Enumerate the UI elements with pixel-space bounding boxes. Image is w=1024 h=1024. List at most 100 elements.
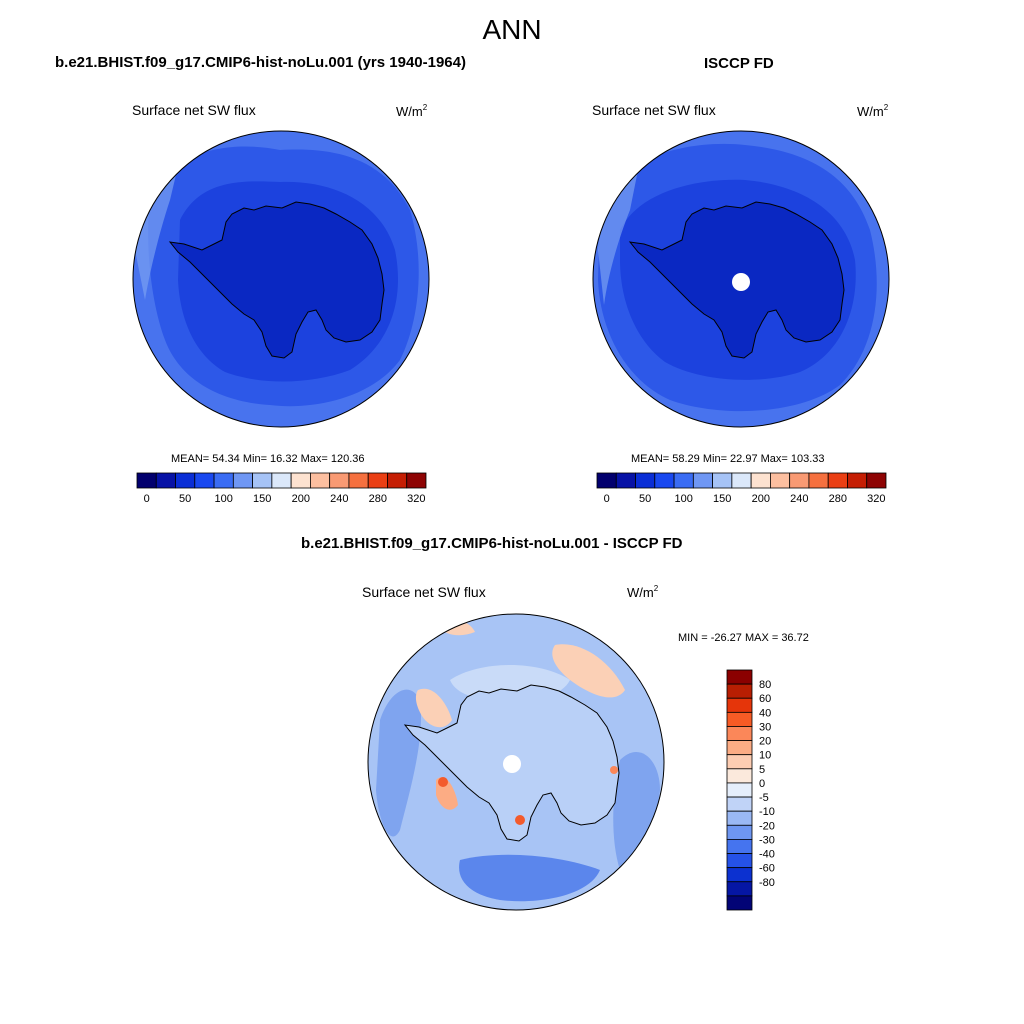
diff-colorbar-tick-label: -5 (759, 792, 769, 804)
obs-colorbar-box (770, 472, 791, 489)
diff-colorbar-box (726, 711, 753, 727)
diff-colorbar-tick-label: 0 (759, 778, 765, 790)
diff-colorbar-box (726, 697, 753, 713)
obs-unit-label: W/m2 (857, 103, 889, 119)
obs-map-border (592, 130, 890, 428)
model-colorbar-box (155, 472, 176, 489)
diff-colorbar-box (726, 810, 753, 826)
diff-colorbar-tick-label: 30 (759, 721, 771, 733)
obs-colorbar-box (847, 472, 868, 489)
obs-colorbar-box (827, 472, 848, 489)
obs-stats: MEAN= 58.29 Min= 22.97 Max= 103.33 (631, 453, 825, 465)
diff-map-hotspot-ross (515, 815, 525, 825)
model-unit-label: W/m2 (396, 103, 428, 119)
model-colorbar-box (367, 472, 388, 489)
diff-colorbar-box (726, 754, 753, 770)
model-colorbar-tick-label: 320 (407, 493, 425, 505)
model-colorbar-box (232, 472, 253, 489)
model-colorbar-box (348, 472, 369, 489)
model-colorbar-box (136, 472, 157, 489)
obs-panel-title: ISCCP FD (704, 55, 774, 72)
diff-colorbar: 80 60 40 30 20 10 5 0 -5 -10 -20 -30 -40 -60 -80 (726, 669, 775, 911)
obs-colorbar-box (635, 472, 656, 489)
obs-colorbar-box (866, 472, 887, 489)
diff-colorbar-box (726, 768, 753, 784)
model-map-light-edge (135, 158, 180, 300)
diff-colorbar-box (726, 881, 753, 897)
diff-colorbar-box (726, 824, 753, 840)
model-colorbar-box (175, 472, 196, 489)
obs-map (593, 131, 889, 427)
model-colorbar-tick-label: 240 (330, 493, 348, 505)
obs-colorbar-tick-label: 0 (604, 493, 610, 505)
model-colorbar-box (290, 472, 311, 489)
diff-variable-label: Surface net SW flux (362, 584, 486, 600)
obs-variable-label: Surface net SW flux (592, 102, 716, 118)
diff-map-negative-east (613, 751, 660, 870)
diff-colorbar-box (726, 839, 753, 854)
diff-colorbar-box (726, 726, 753, 741)
diff-colorbar-tick-label: -60 (759, 863, 775, 875)
diff-colorbar-tick-label: -30 (759, 834, 775, 846)
diff-map-hotspot-west (438, 777, 448, 787)
figure-title: ANN (482, 14, 542, 45)
model-colorbar-box (271, 472, 292, 489)
obs-colorbar: 0 50 100 150 200 240 280 320 (596, 472, 887, 505)
model-map-border (132, 130, 430, 428)
model-variable-label: Surface net SW flux (132, 102, 256, 118)
diff-colorbar-box (726, 669, 753, 685)
model-colorbar-box (309, 472, 331, 489)
obs-colorbar-tick-label: 200 (752, 493, 770, 505)
model-colorbar-box (406, 472, 427, 489)
model-map (133, 131, 429, 427)
diff-map-positive-nw (415, 688, 452, 728)
diff-colorbar-tick-label: 60 (759, 693, 771, 705)
diff-colorbar-tick-label: 80 (759, 679, 771, 691)
model-colorbar-tick-label: 200 (292, 493, 310, 505)
model-colorbar-box (213, 472, 234, 489)
model-colorbar-tick-label: 280 (369, 493, 387, 505)
obs-colorbar-box (615, 472, 636, 489)
diff-colorbar-box (726, 683, 753, 699)
obs-colorbar-tick-label: 150 (713, 493, 731, 505)
obs-colorbar-box (789, 472, 810, 489)
diff-colorbar-tick-label: -10 (759, 806, 775, 818)
diff-map (368, 614, 664, 910)
diff-colorbar-tick-label: 5 (759, 764, 765, 776)
obs-colorbar-tick-label: 320 (867, 493, 885, 505)
model-colorbar-box (194, 472, 215, 489)
diff-map-missing-pole (503, 755, 521, 773)
diff-colorbar-box (726, 782, 753, 798)
model-colorbar-tick-label: 50 (179, 493, 191, 505)
diff-colorbar-tick-label: 40 (759, 707, 771, 719)
diff-map-negative-north (459, 854, 600, 902)
diff-colorbar-box (726, 867, 753, 883)
obs-map-missing-pole (732, 273, 750, 291)
diff-colorbar-tick-label: -80 (759, 877, 775, 889)
obs-colorbar-tick-label: 240 (790, 493, 808, 505)
model-colorbar-tick-label: 100 (215, 493, 233, 505)
diff-map-border (367, 613, 665, 911)
obs-colorbar-box (673, 472, 694, 489)
obs-map-light-edge (598, 160, 640, 305)
model-stats: MEAN= 54.34 Min= 16.32 Max= 120.36 (171, 453, 365, 465)
diff-colorbar-tick-label: 10 (759, 750, 771, 762)
diff-map-hotspot-east (610, 766, 618, 774)
diff-stats: MIN = -26.27 MAX = 36.72 (678, 632, 809, 644)
obs-colorbar-tick-label: 100 (675, 493, 693, 505)
obs-colorbar-box (596, 472, 617, 489)
obs-colorbar-box (750, 472, 771, 489)
model-panel-title: b.e21.BHIST.f09_g17.CMIP6-hist-noLu.001 … (55, 54, 466, 71)
obs-colorbar-tick-label: 50 (639, 493, 651, 505)
obs-colorbar-box (654, 472, 675, 489)
model-colorbar-tick-label: 0 (144, 493, 150, 505)
obs-colorbar-box (712, 472, 733, 489)
diff-colorbar-tick-label: -20 (759, 820, 775, 832)
diff-map-positive-ne (552, 644, 625, 698)
diff-panel-title: b.e21.BHIST.f09_g17.CMIP6-hist-noLu.001 … (301, 535, 683, 552)
obs-colorbar-tick-label: 280 (829, 493, 847, 505)
model-colorbar: 0 50 100 150 200 240 280 320 (136, 472, 427, 505)
obs-colorbar-box (692, 472, 713, 489)
diff-colorbar-tick-label: -40 (759, 849, 775, 861)
